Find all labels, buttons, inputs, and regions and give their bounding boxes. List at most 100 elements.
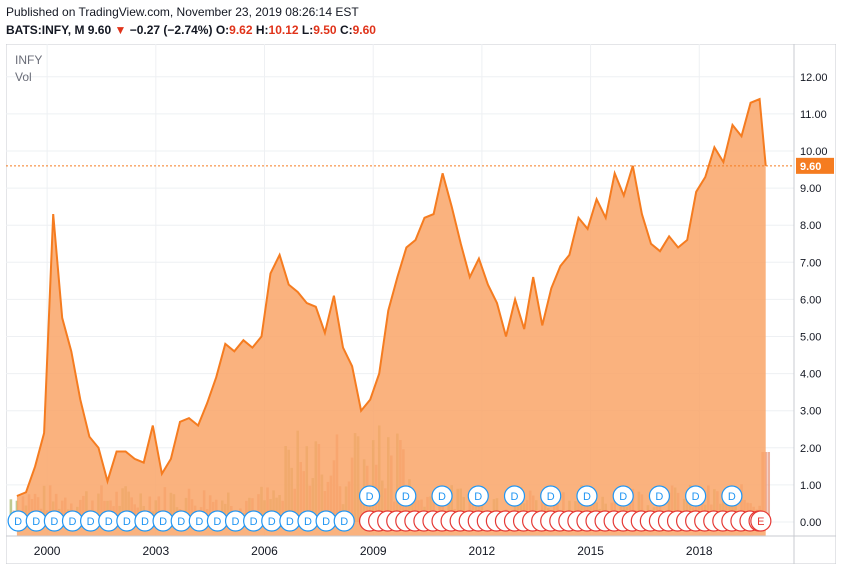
- x-tick-label: 2012: [469, 544, 496, 558]
- marker-label: D: [69, 516, 77, 528]
- dividend-marker[interactable]: D: [333, 510, 355, 532]
- price-change: −0.27 (−2.74%): [129, 23, 213, 37]
- low-value: 9.50: [313, 23, 337, 37]
- dividend-marker-circle: [648, 485, 671, 507]
- dividend-marker[interactable]: D: [576, 485, 598, 507]
- ohlc-status-line: BATS:INFY, M 9.60 ▼ −0.27 (−2.74%) O:9.6…: [6, 23, 376, 37]
- y-tick-label: 0.00: [800, 517, 821, 529]
- dividend-marker-circle: [467, 485, 489, 507]
- dividend-marker[interactable]: D: [7, 510, 29, 532]
- dividend-marker[interactable]: D: [685, 485, 707, 507]
- marker-label: D: [583, 491, 591, 503]
- dividend-marker[interactable]: D: [261, 510, 283, 532]
- dividend-marker[interactable]: D: [98, 510, 120, 532]
- dividend-marker[interactable]: D: [43, 510, 65, 532]
- marker-label: D: [366, 491, 374, 503]
- dividend-marker[interactable]: D: [395, 485, 417, 507]
- y-tick-label: 12.00: [800, 72, 828, 84]
- marker-label: D: [402, 491, 410, 503]
- marker-label: D: [87, 516, 95, 528]
- last-price-tag: 9.60: [796, 157, 834, 174]
- legend-volume: Vol: [15, 70, 32, 84]
- price-axis[interactable]: 0.00 1.00 2.00 3.00 4.00 5.00 6.00 7.00 8.00 9.00…: [800, 72, 828, 529]
- dividend-marker[interactable]: D: [134, 510, 156, 532]
- x-tick-label: 2003: [142, 544, 169, 558]
- marker-label: D: [195, 516, 203, 528]
- marker-label: D: [340, 516, 348, 528]
- event-markers: D D D D D D D D D D D D D D D D D D DD D D D D D D D D D DE: [7, 485, 772, 532]
- dividend-marker[interactable]: D: [648, 485, 671, 507]
- dividend-marker[interactable]: D: [540, 485, 562, 507]
- volume-bar: [9, 499, 13, 522]
- marker-label: D: [286, 516, 294, 528]
- marker-label: D: [619, 491, 627, 503]
- last-price: 9.60: [87, 23, 112, 37]
- y-tick-label: 4.00: [800, 369, 821, 381]
- legend-symbol: INFY: [15, 53, 42, 67]
- dividend-marker[interactable]: D: [243, 510, 265, 532]
- marker-label: D: [14, 516, 22, 528]
- price-chart[interactable]: D D D D D D D D D D D D D D D D D D DD D D D D D D D D D DE 0.001.00…: [6, 44, 836, 564]
- dividend-marker-circle: [612, 485, 634, 507]
- y-tick-label: 6.00: [800, 294, 821, 306]
- low-label: L:: [301, 23, 314, 37]
- y-tick-label: 9.00: [800, 183, 821, 195]
- marker-label: D: [655, 491, 663, 503]
- last-price-tag-box: [796, 157, 834, 174]
- dividend-marker-circle: [540, 485, 562, 507]
- x-tick-label: 2009: [360, 544, 387, 558]
- marker-label: D: [250, 516, 258, 528]
- marker-label: D: [177, 516, 185, 528]
- marker-label: D: [268, 516, 276, 528]
- dividend-marker[interactable]: D: [80, 510, 102, 532]
- dividend-marker[interactable]: D: [206, 510, 229, 532]
- y-tick-label: 10.00: [800, 146, 828, 158]
- open-value: 9.62: [229, 23, 253, 37]
- dividend-marker[interactable]: D: [188, 510, 210, 532]
- dividend-marker[interactable]: D: [612, 485, 634, 507]
- price-area: [16, 99, 766, 536]
- x-tick-label: 2018: [686, 544, 713, 558]
- dividend-marker[interactable]: D: [224, 510, 247, 532]
- y-tick-label: 1.00: [800, 480, 821, 492]
- high-label: H:: [255, 23, 269, 37]
- dividend-marker[interactable]: D: [116, 510, 138, 532]
- high-value: 10.12: [268, 23, 299, 37]
- dividend-marker-circle: [358, 485, 381, 507]
- dividend-marker[interactable]: D: [721, 485, 743, 507]
- marker-label: D: [213, 516, 221, 528]
- dividend-marker-circle: [721, 485, 743, 507]
- earnings-marker[interactable]: E: [750, 510, 772, 532]
- dividend-marker[interactable]: D: [297, 510, 319, 532]
- marker-label: D: [474, 491, 482, 503]
- marker-label: D: [304, 516, 312, 528]
- dividend-marker[interactable]: D: [25, 510, 47, 532]
- close-label: C:: [339, 23, 353, 37]
- arrow-down-icon: ▼: [114, 23, 127, 37]
- earnings-marker-circle: [750, 510, 772, 532]
- dividend-marker[interactable]: D: [279, 510, 301, 532]
- x-tick-label: 2015: [577, 544, 604, 558]
- last-price-tag-label: 9.60: [800, 161, 821, 173]
- dividend-marker[interactable]: D: [152, 510, 174, 532]
- dividend-marker[interactable]: D: [358, 485, 381, 507]
- dividend-marker[interactable]: D: [315, 510, 337, 532]
- dividend-marker[interactable]: D: [61, 510, 84, 532]
- price-line: [16, 97, 767, 497]
- dividend-marker-circle: [685, 485, 707, 507]
- marker-label: D: [728, 491, 736, 503]
- close-value: 9.60: [352, 23, 376, 37]
- dividend-marker-circle: [503, 485, 526, 507]
- dividend-marker[interactable]: D: [467, 485, 489, 507]
- dividend-marker-circle: [333, 510, 355, 532]
- marker-label: D: [438, 491, 446, 503]
- time-axis[interactable]: 2000 2003 2006 2009 2012 2015 2018: [34, 544, 713, 558]
- dividend-marker[interactable]: D: [170, 510, 192, 532]
- dividend-marker[interactable]: D: [503, 485, 526, 507]
- open-label: O:: [215, 23, 230, 37]
- dividend-marker[interactable]: D: [431, 485, 453, 507]
- marker-label: D: [32, 516, 40, 528]
- marker-label: D: [511, 491, 519, 503]
- x-tick-label: 2000: [34, 544, 61, 558]
- y-tick-label: 7.00: [800, 257, 821, 269]
